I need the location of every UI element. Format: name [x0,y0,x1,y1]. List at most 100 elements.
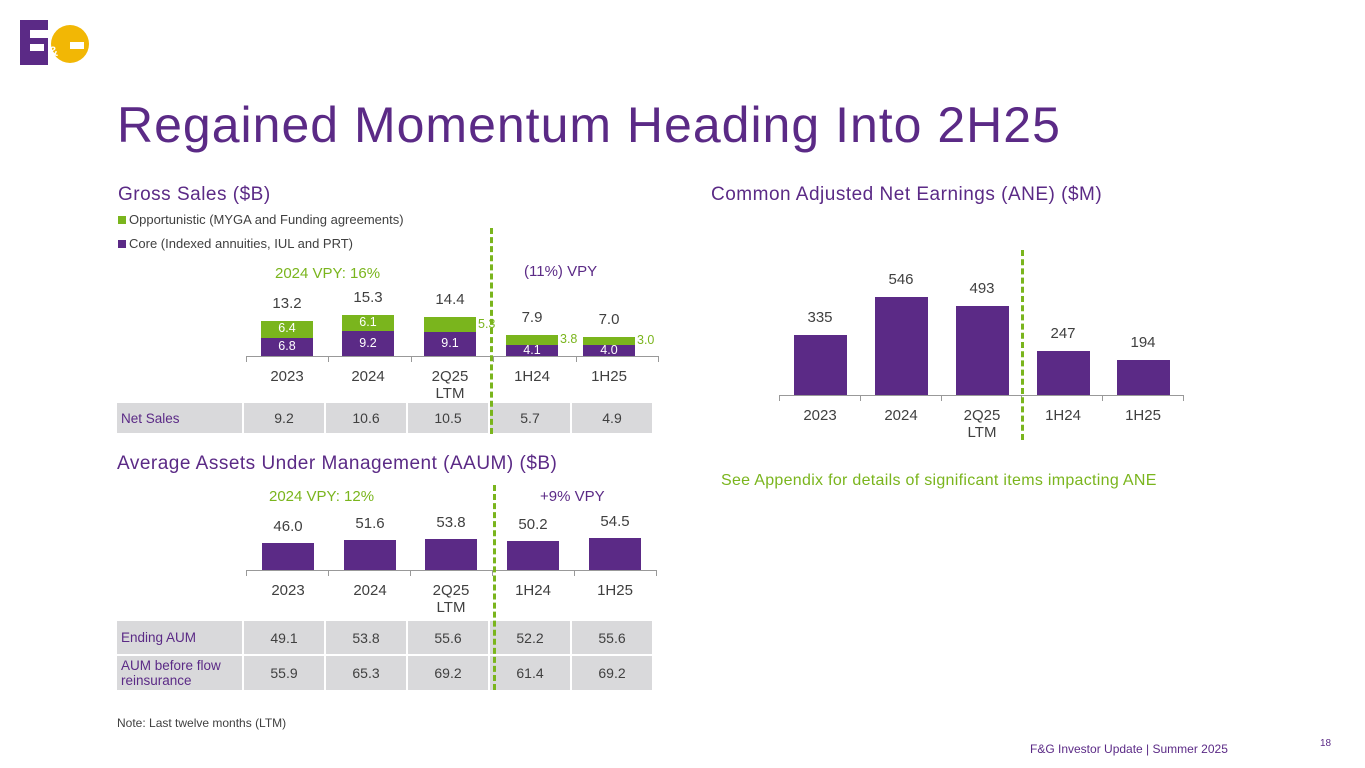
legend-opportunistic: Opportunistic (MYGA and Funding agreemen… [118,212,404,227]
bar-core [424,331,476,356]
data-label-total: 7.9 [521,308,543,326]
footer-source: F&G Investor Update | Summer 2025 [1030,742,1228,756]
data-label: 54.5 [600,513,630,531]
data-label-total: 13.2 [272,294,302,312]
bar-opportunistic [424,317,476,332]
svg-text:&: & [48,43,58,59]
axis-tick [410,570,411,576]
x-tick-label: 1H25 [591,368,627,385]
legend-swatch [118,216,126,224]
legend-swatch [118,240,126,248]
axis-tick [658,356,659,362]
data-label: 247 [1050,324,1076,342]
page-title: Regained Momentum Heading Into 2H25 [117,97,1061,153]
data-label: 335 [807,308,833,326]
legend-label: Core (Indexed annuities, IUL and PRT) [129,236,354,251]
data-label-core: 9.2 [359,335,377,350]
ane-title: Common Adjusted Net Earnings (ANE) ($M) [711,184,1103,205]
axis-tick [328,570,329,576]
table-cell: 65.3 [326,656,406,690]
table-cell: 55.9 [244,656,324,690]
x-tick-label: 1H24 [514,368,550,385]
table-cell: 9.2 [244,403,324,433]
axis-tick [493,356,495,362]
row-label: AUM before flow reinsurance [117,656,242,690]
table-cell: 10.5 [408,403,488,433]
data-label-core: 6.8 [278,338,296,353]
aum-before-reinsurance-row: AUM before flow reinsurance 55.9 65.3 69… [117,656,652,690]
table-cell: 69.2 [408,656,488,690]
x-tick-label: 1H24 [1045,407,1081,424]
axis-tick [492,570,493,576]
data-label: 493 [969,280,995,298]
bar-aaum [262,543,314,570]
table-cell: 69.2 [572,656,652,690]
axis-tick [779,395,780,401]
bar-aaum [507,540,559,570]
footnote: Note: Last twelve months (LTM) [117,716,287,730]
axis-tick [940,395,942,401]
axis-tick [1183,395,1184,401]
bar-aaum [589,538,641,570]
table-cell: 52.2 [490,621,570,654]
axis-tick [575,356,577,362]
table-cell: 4.9 [572,403,652,433]
bar-ane [874,296,928,395]
data-label: 46.0 [273,518,303,536]
data-label-total: 15.3 [353,288,383,306]
data-label-opportunistic: 3.8 [560,331,578,346]
data-label-core: 4.1 [523,342,541,357]
ane-note: See Appendix for details of significant … [721,472,1157,489]
gross-sales-title: Gross Sales ($B) [118,184,271,205]
axis-tick [1102,395,1104,401]
divider-dashed-line [490,228,493,434]
legend-core: Core (Indexed annuities, IUL and PRT) [118,236,353,251]
x-axis [779,395,1183,396]
table-cell: 61.4 [490,656,570,690]
axis-tick [859,395,861,401]
vpy-annotation: +9% VPY [540,488,605,505]
table-cell: 53.8 [326,621,406,654]
bar-core [583,345,635,356]
row-label: Net Sales [117,403,242,433]
bar-core [506,345,558,356]
table-cell: 10.6 [326,403,406,433]
axis-tick [246,356,247,362]
x-tick-label: 2024 [353,582,387,599]
data-label-opportunistic: 6.1 [359,315,377,330]
x-axis [246,356,658,357]
x-tick-label: 2023 [803,407,837,424]
bar-aaum [344,540,396,570]
x-tick-label: 2023 [270,368,304,385]
axis-tick [328,356,330,362]
vpy-annotation: (11%) VPY [524,263,598,280]
x-tick-label: 1H25 [597,582,633,599]
bar-core [342,331,394,356]
axis-tick [656,570,657,576]
x-tick-label: 2Q25 LTM [432,582,470,616]
data-label-core: 9.1 [441,335,459,350]
x-tick-label: 1H24 [515,582,551,599]
data-label-opportunistic: 3.0 [637,333,655,348]
row-label: Ending AUM [117,621,242,654]
data-label-total: 14.4 [435,291,465,309]
aaum-title: Average Assets Under Management (AAUM) (… [117,453,558,474]
data-label: 546 [888,270,914,288]
table-cell: 55.6 [408,621,488,654]
bar-ane [793,334,847,395]
axis-tick [574,570,575,576]
table-cell: 5.7 [490,403,570,433]
data-label: 51.6 [355,515,385,533]
x-axis [246,570,656,571]
axis-tick [246,570,247,576]
x-tick-label: 2023 [271,582,305,599]
bar-ane [1036,350,1090,395]
bar-aaum [425,538,477,570]
net-sales-row: Net Sales 9.2 10.6 10.5 5.7 4.9 [117,403,652,433]
axis-tick [410,356,412,362]
logo: & [20,18,90,66]
divider-dashed-line [493,485,496,690]
x-tick-label: 2024 [351,368,385,385]
x-tick-label: 1H25 [1125,407,1161,424]
x-tick-label: 2Q25 LTM [431,368,469,402]
